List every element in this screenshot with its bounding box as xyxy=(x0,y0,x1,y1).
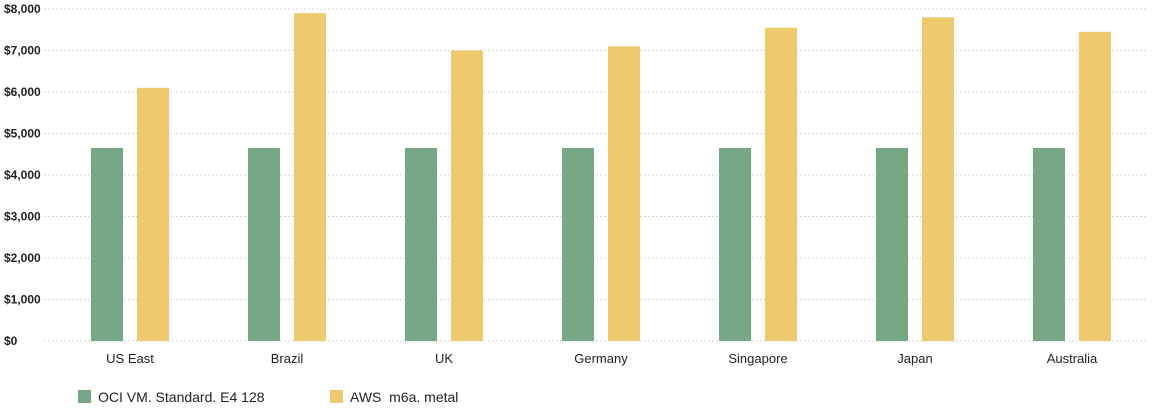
y-tick-label: $6,000 xyxy=(4,85,41,99)
bar-aws-uk xyxy=(451,50,483,341)
bar-oci-australia xyxy=(1033,148,1065,341)
legend-swatch xyxy=(330,390,343,403)
bar-aws-brazil xyxy=(294,13,326,342)
x-tick-label: Singapore xyxy=(728,351,787,366)
bar-aws-germany xyxy=(608,46,640,341)
y-tick-label: $7,000 xyxy=(4,44,41,58)
legend-label: AWS m6a. metal xyxy=(350,389,458,405)
legend: OCI VM. Standard. E4 128 AWS m6a. metal xyxy=(78,389,458,405)
y-tick-label: $2,000 xyxy=(4,251,41,265)
x-tick-label: US East xyxy=(106,351,154,366)
x-tick-label: UK xyxy=(435,351,453,366)
y-tick-label: $4,000 xyxy=(4,168,41,182)
bar-oci-us-east xyxy=(91,148,123,341)
y-tick-label: $3,000 xyxy=(4,210,41,224)
bar-oci-germany xyxy=(562,148,594,341)
bar-oci-brazil xyxy=(248,148,280,341)
y-tick-label: $0 xyxy=(4,334,18,348)
bar-aws-us-east xyxy=(137,87,169,341)
y-tick-label: $8,000 xyxy=(4,2,41,16)
bar-aws-australia xyxy=(1079,31,1111,341)
x-tick-label: Japan xyxy=(897,351,932,366)
y-axis-ticks: $0 $1,000 $2,000 $3,000 $4,000 $5,000 $6,000 $7… xyxy=(4,2,41,348)
legend-label: OCI VM. Standard. E4 128 xyxy=(98,389,265,405)
bar-aws-japan xyxy=(922,17,954,342)
bars xyxy=(91,13,1111,342)
y-tick-label: $1,000 xyxy=(4,293,41,307)
x-tick-label: Australia xyxy=(1047,351,1098,366)
x-tick-label: Brazil xyxy=(271,351,304,366)
grid-lines xyxy=(44,8,1148,342)
bar-aws-singapore xyxy=(765,27,797,342)
x-tick-label: Germany xyxy=(574,351,628,366)
legend-swatch xyxy=(78,390,91,403)
bar-oci-uk xyxy=(405,148,437,341)
bar-oci-singapore xyxy=(719,148,751,341)
x-axis-ticks: US East Brazil UK Germany Singapore Japan Aust… xyxy=(106,351,1098,366)
y-tick-label: $5,000 xyxy=(4,127,41,141)
bar-oci-japan xyxy=(876,148,908,341)
